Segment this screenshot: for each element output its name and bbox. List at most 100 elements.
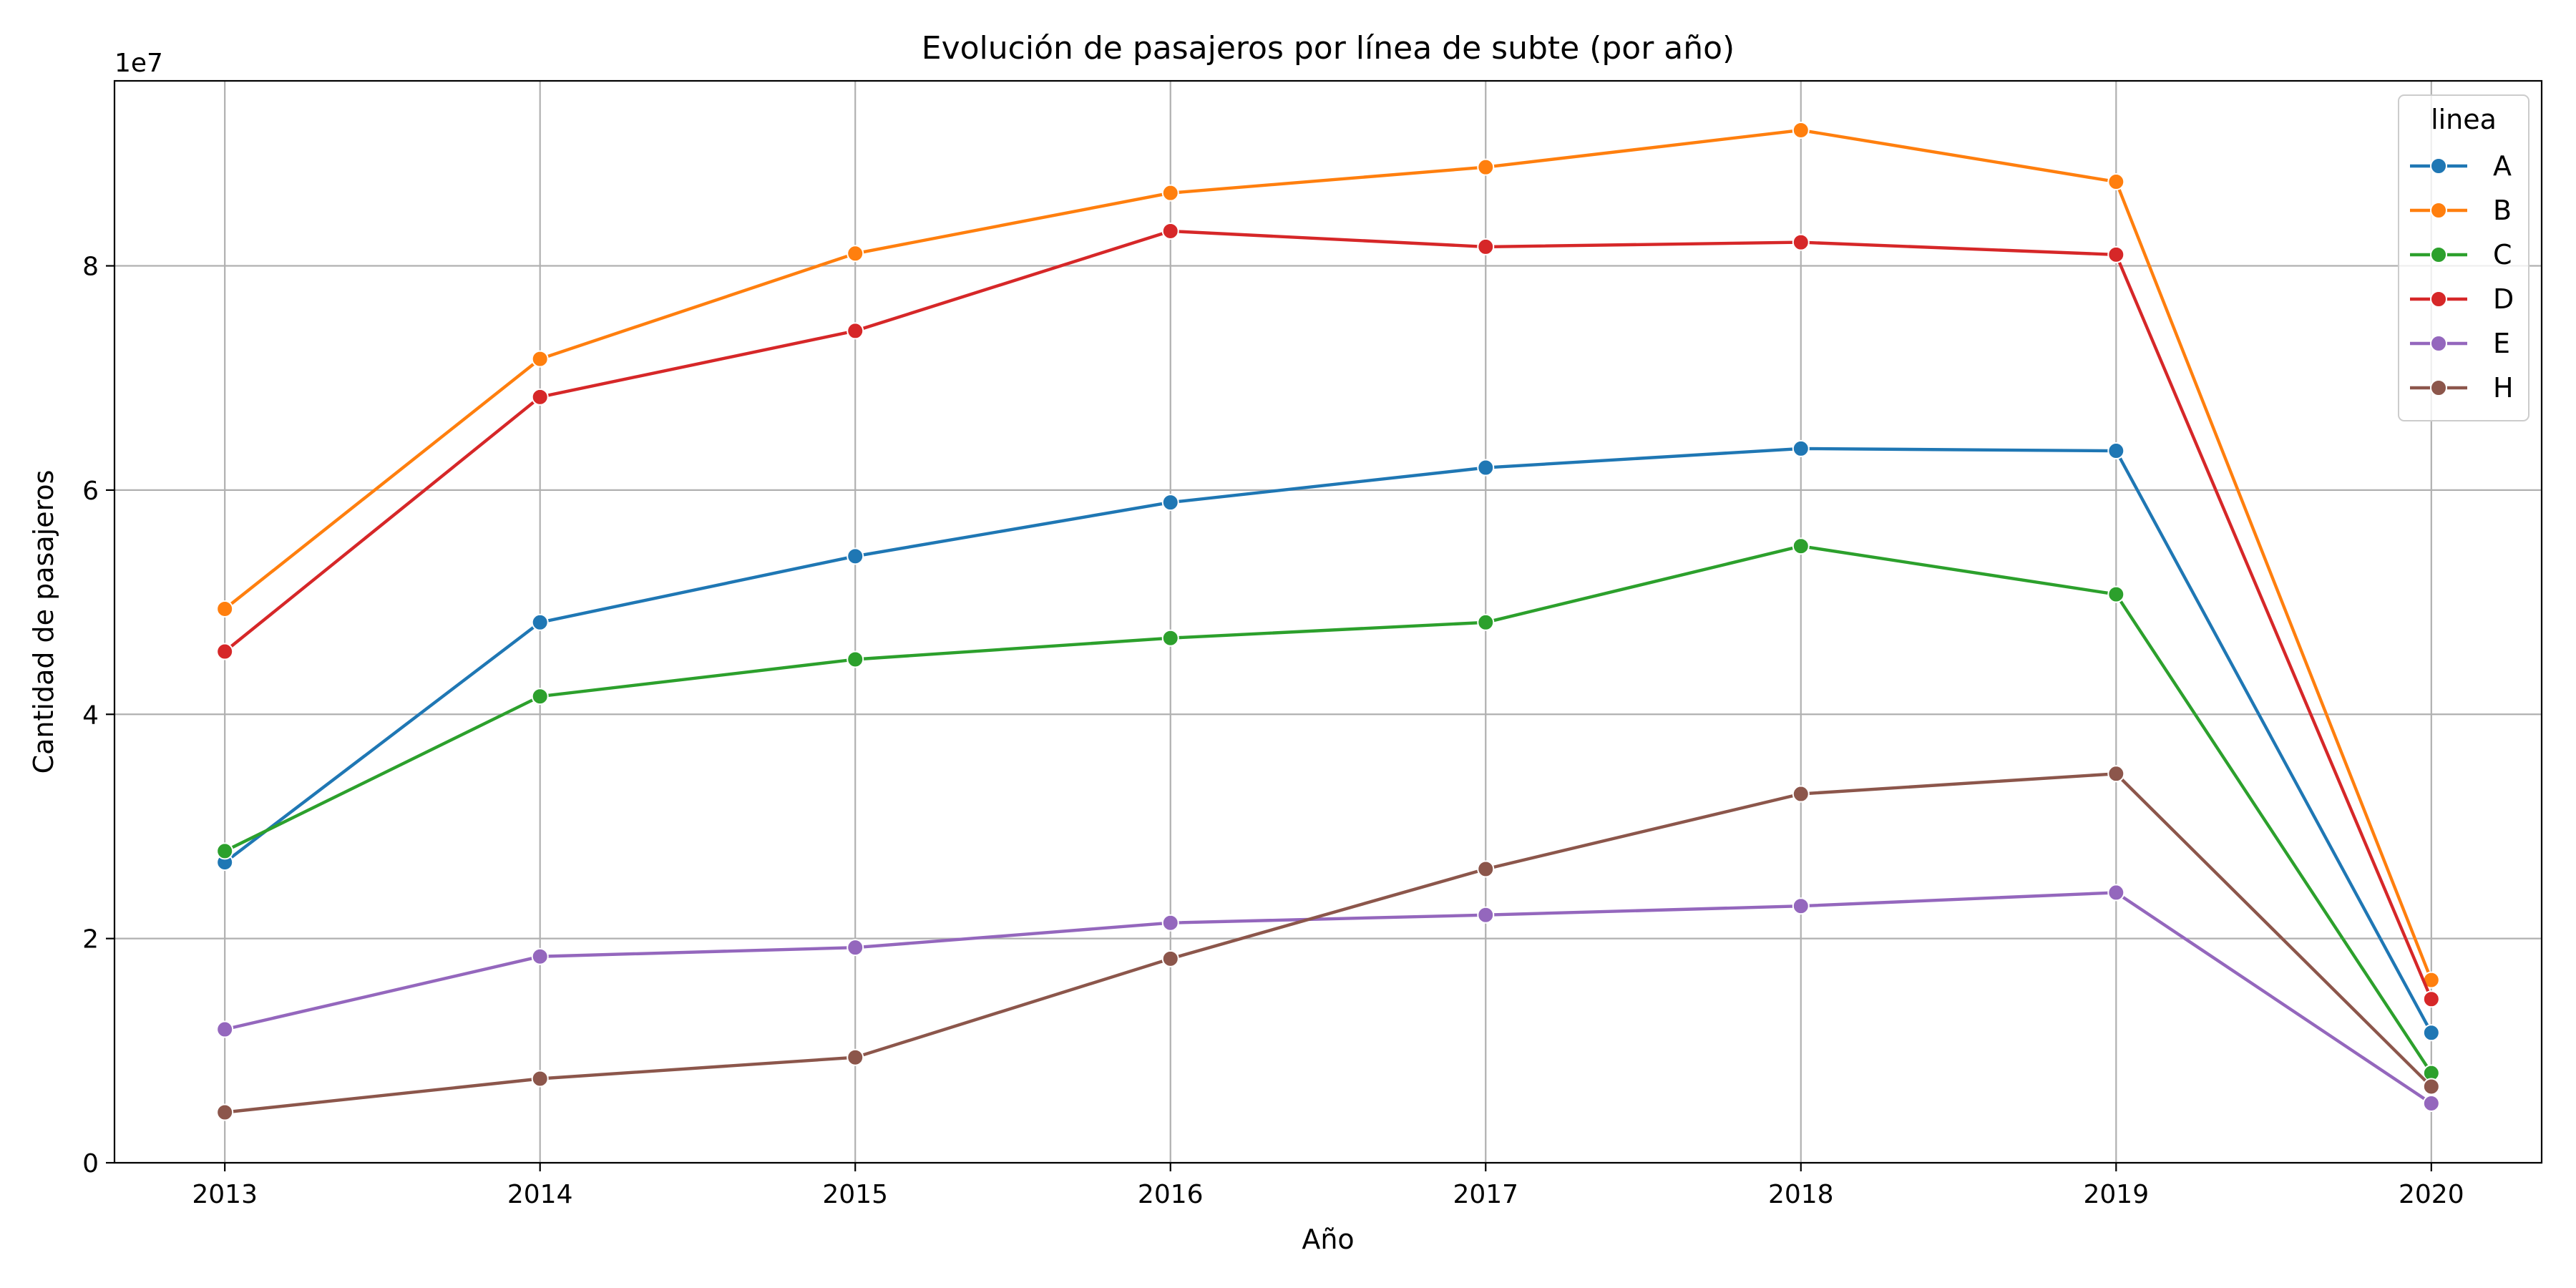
data-point [2107,173,2125,191]
x-tick-label: 2016 [1138,1180,1204,1209]
y-tick-label: 4 [82,701,99,730]
x-tick-label: 2014 [507,1180,573,1209]
data-point [1477,158,1495,176]
data-point [1792,785,1810,803]
series-line-A [223,447,2434,1035]
y-tick-label: 8 [82,253,99,282]
legend-item-B: B [2410,195,2512,226]
data-point [216,600,234,618]
data-point [531,388,549,406]
legend-marker [2430,379,2447,396]
data-point [1161,494,1179,512]
data-point [847,650,864,668]
legend-marker [2430,246,2447,263]
data-point [1792,121,1810,139]
x-tick-label: 2020 [2399,1180,2464,1209]
data-point [2107,245,2125,263]
data-point [2107,442,2125,460]
y-tick-label: 0 [82,1149,99,1179]
axis-ticks: 2013 2014 2015 2016 2017 2018 2019 2020 0 2 4 6 8 [82,253,2464,1209]
data-point [216,1103,234,1121]
legend-label: C [2493,239,2512,270]
legend-label: B [2493,195,2512,226]
data-point [1477,238,1495,255]
legend-label: E [2493,328,2510,359]
data-point [1477,613,1495,631]
data-point [216,1020,234,1038]
x-tick-label: 2013 [192,1180,258,1209]
data-point [1792,439,1810,457]
legend-item-A: A [2410,150,2512,182]
x-tick-label: 2017 [1453,1180,1518,1209]
series-C [216,537,2440,1082]
data-point [847,245,864,263]
series-H [216,765,2440,1121]
data-point [2422,990,2440,1008]
data-point [216,643,234,660]
data-point [1161,184,1179,202]
data-point [847,547,864,565]
data-point [1161,914,1179,932]
y-axis-label: Cantidad de pasajeros [28,470,59,774]
series-D [216,222,2440,1008]
data-point [847,322,864,340]
series-lines [216,121,2440,1121]
x-tick-label: 2015 [822,1180,888,1209]
x-tick-label: 2019 [2083,1180,2149,1209]
plot-frame [113,79,2543,1164]
legend-label: D [2493,283,2514,315]
chart-title: Evolución de pasajeros por línea de subt… [922,30,1735,67]
y-scale-offset: 1e7 [114,49,163,78]
data-point [2107,765,2125,783]
data-point [1792,537,1810,555]
data-point [847,1048,864,1066]
legend-item-D: D [2410,283,2514,315]
legend-marker [2430,291,2447,308]
data-point [531,350,549,368]
legend-marker [2430,202,2447,219]
data-point [1161,222,1179,240]
series-line-D [223,229,2434,1001]
legend-label: A [2493,150,2512,182]
legend-item-C: C [2410,239,2512,270]
legend-title: linea [2431,104,2497,135]
data-point [1477,459,1495,477]
data-point [1477,906,1495,924]
legend-item-H: H [2410,372,2514,404]
series-E [216,884,2440,1112]
data-point [1161,629,1179,647]
data-point [2107,585,2125,603]
series-A [216,439,2440,1042]
data-point [531,688,549,706]
series-B [216,121,2440,989]
data-point [531,947,549,965]
legend-item-E: E [2410,328,2510,359]
x-tick-label: 2018 [1768,1180,1834,1209]
data-point [1161,950,1179,967]
data-point [2107,884,2125,902]
data-point [531,1070,549,1088]
grid [114,81,2542,1164]
x-axis-label: Año [1302,1224,1354,1255]
data-point [1792,233,1810,251]
series-line-B [223,128,2434,982]
data-point [2422,1094,2440,1112]
y-tick-label: 6 [82,477,99,506]
data-point [1477,860,1495,878]
data-point [847,939,864,957]
series-line-H [223,772,2434,1114]
data-point [216,842,234,860]
series-line-E [223,891,2434,1106]
y-tick-label: 2 [82,925,99,955]
legend-marker [2430,157,2447,175]
data-point [531,613,549,631]
data-point [2422,1024,2440,1042]
series-line-C [223,545,2434,1075]
legend-label: H [2493,372,2514,404]
data-point [2422,1078,2440,1096]
legend-marker [2430,335,2447,352]
data-point [1792,897,1810,915]
